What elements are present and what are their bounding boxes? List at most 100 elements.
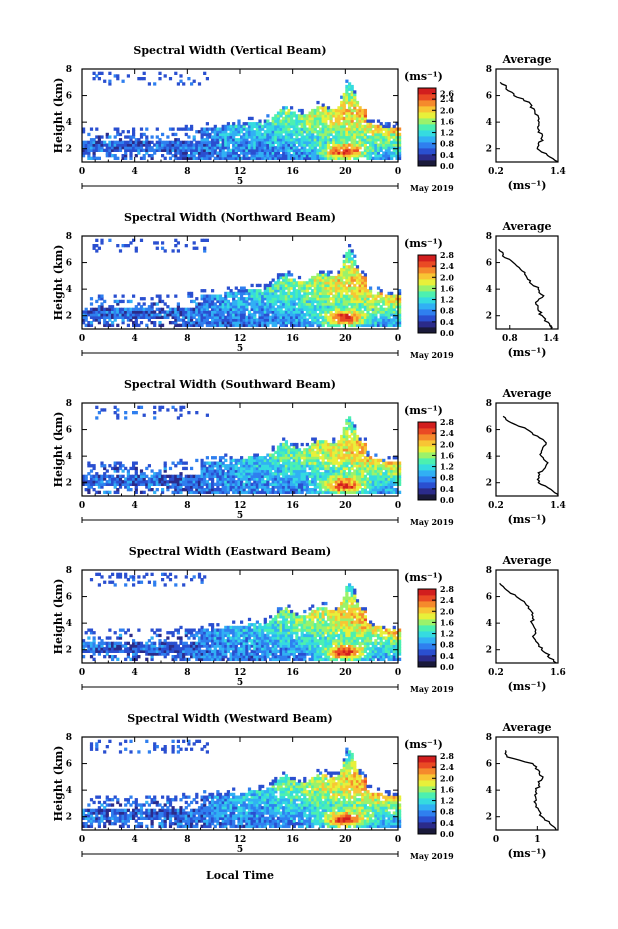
heatmap-cell <box>132 313 136 317</box>
heatmap-cell <box>205 302 209 306</box>
heatmap-cell <box>187 156 191 160</box>
heatmap-cell <box>358 130 362 134</box>
heatmap-cell <box>316 466 320 471</box>
heatmap-cell <box>240 302 244 306</box>
heatmap-cell <box>332 124 336 129</box>
heatmap-cell <box>208 310 212 314</box>
heatmap-cell <box>184 461 188 465</box>
heatmap-cell <box>345 456 349 460</box>
heatmap-cell <box>124 244 128 248</box>
heatmap-cell <box>182 461 186 465</box>
heatmap-cell <box>361 490 365 494</box>
heatmap-cell <box>258 154 262 158</box>
heatmap-cell <box>350 450 354 455</box>
heatmap-cell <box>179 313 183 317</box>
heatmap-cell <box>105 310 109 314</box>
heatmap-cell <box>100 302 104 306</box>
heatmap-cell <box>324 135 328 139</box>
heatmap-cell <box>358 119 362 123</box>
heatmap-cell <box>226 313 230 317</box>
heatmap-cell <box>179 413 183 417</box>
heatmap-cell <box>266 135 270 139</box>
heatmap-cell <box>326 315 331 319</box>
heatmap-cell <box>161 132 165 137</box>
heatmap-cell <box>224 299 228 304</box>
heatmap-cell <box>266 151 270 155</box>
heatmap-cell <box>216 310 220 314</box>
heatmap-cell <box>182 310 186 314</box>
heatmap-cell <box>153 315 157 319</box>
heatmap-cell <box>374 307 378 311</box>
heatmap-cell <box>395 469 399 473</box>
heatmap-cell <box>361 286 365 290</box>
heatmap-cell <box>234 313 238 317</box>
heatmap-cell <box>258 299 262 304</box>
heatmap-cell <box>348 440 352 444</box>
heatmap-cell <box>269 130 273 134</box>
heatmap-cell <box>303 135 307 139</box>
heatmap-cell <box>216 466 220 471</box>
heatmap-cell <box>316 472 320 476</box>
heatmap-cell <box>342 294 346 298</box>
heatmap-cell <box>376 299 381 304</box>
heatmap-cell <box>321 485 325 489</box>
heatmap-cell <box>176 305 180 309</box>
heatmap-cell <box>334 154 338 158</box>
heatmap-cell <box>253 291 257 296</box>
heatmap-cell <box>395 122 399 126</box>
heatmap-cell <box>271 156 275 160</box>
heatmap-cell <box>213 140 217 144</box>
heatmap-cell <box>176 461 180 465</box>
heatmap-cell <box>171 127 175 131</box>
heatmap-cell <box>371 323 375 327</box>
heatmap-cell <box>358 464 362 468</box>
heatmap-cell <box>126 472 130 476</box>
heatmap-cell <box>166 146 170 150</box>
heatmap-cell <box>224 132 228 137</box>
heatmap-cell <box>358 116 362 121</box>
heatmap-cell <box>242 286 246 290</box>
heatmap-cell <box>116 477 120 481</box>
heatmap-cell <box>229 461 233 465</box>
heatmap-cell <box>326 307 331 311</box>
heatmap-cell <box>108 323 112 327</box>
heatmap-cell <box>200 321 204 325</box>
heatmap-cell <box>384 156 388 160</box>
heatmap-cell <box>89 310 94 314</box>
heatmap-cell <box>205 490 209 494</box>
heatmap-cell <box>255 461 259 465</box>
heatmap-cell <box>255 456 259 460</box>
heatmap-cell <box>129 156 133 160</box>
heatmap-cell <box>295 458 299 463</box>
panel-3-colorbar-tick-label: 0.8 <box>440 473 454 483</box>
heatmap-cell <box>319 464 323 468</box>
heatmap-cell <box>316 305 320 309</box>
heatmap-cell <box>216 315 220 319</box>
heatmap-cell <box>266 480 270 484</box>
heatmap-cell <box>250 135 254 139</box>
heatmap-cell <box>250 464 254 468</box>
heatmap-cell <box>200 238 204 242</box>
heatmap-cell <box>382 302 386 306</box>
heatmap-cell <box>103 474 107 478</box>
heatmap-cell <box>319 490 323 494</box>
panel-2-day-label: 5 <box>237 344 243 354</box>
heatmap-cell <box>269 281 273 285</box>
heatmap-cell <box>384 294 388 298</box>
heatmap-cell <box>300 127 304 131</box>
heatmap-cell <box>276 156 281 160</box>
heatmap-cell <box>126 299 130 304</box>
heatmap-cell <box>374 130 378 134</box>
heatmap-cell <box>237 127 241 131</box>
heatmap-cell <box>292 299 296 304</box>
heatmap-cell <box>371 321 375 325</box>
heatmap-cell <box>197 488 202 492</box>
heatmap-cell <box>139 77 144 81</box>
heatmap-cell <box>392 461 396 465</box>
heatmap-cell <box>345 98 349 102</box>
heatmap-cell <box>363 488 367 492</box>
heatmap-cell <box>142 310 146 314</box>
heatmap-cell <box>337 453 341 457</box>
heatmap-cell <box>303 114 307 118</box>
heatmap-cell <box>240 482 244 486</box>
